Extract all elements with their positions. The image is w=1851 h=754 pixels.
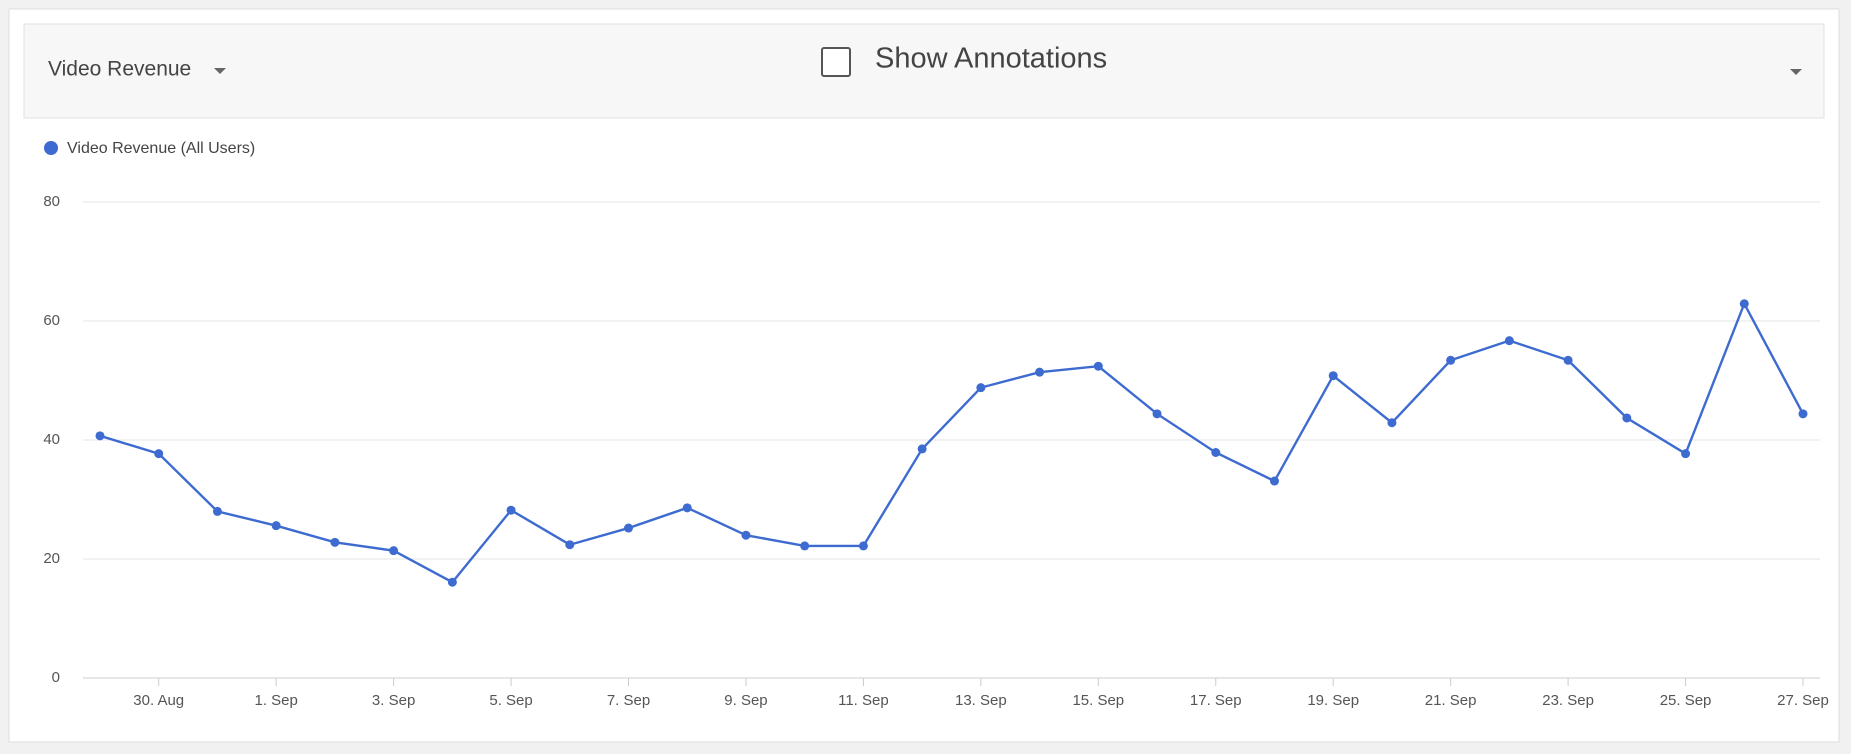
x-tick-label: 7. Sep	[607, 692, 650, 709]
data-point	[389, 546, 399, 556]
x-tick-label: 1. Sep	[254, 692, 297, 709]
data-point	[565, 540, 575, 550]
x-tick-label: 17. Sep	[1190, 692, 1242, 709]
data-point	[506, 505, 516, 515]
x-tick-label: 11. Sep	[838, 692, 889, 709]
data-point	[1681, 449, 1691, 459]
annotations-label[interactable]: Show Annotations	[875, 43, 1107, 75]
data-point	[1152, 409, 1162, 419]
data-point	[1387, 418, 1397, 428]
data-point	[95, 431, 105, 441]
x-tick-label: 15. Sep	[1072, 692, 1124, 709]
x-tick-label: 9. Sep	[724, 692, 767, 709]
dropdown-arrow[interactable]	[214, 68, 226, 74]
data-point	[1798, 409, 1808, 419]
data-point	[154, 449, 164, 459]
data-point	[1035, 367, 1045, 377]
header-bar	[23, 23, 1825, 119]
data-point	[1269, 476, 1279, 486]
data-point	[1504, 336, 1514, 346]
y-tick-label: 20	[43, 550, 60, 567]
y-tick-label: 80	[43, 193, 60, 210]
data-point	[1446, 355, 1456, 365]
data-point	[624, 523, 634, 533]
x-tick-label: 3. Sep	[372, 692, 415, 709]
checkbox[interactable]	[821, 47, 851, 77]
x-tick-label: 27. Sep	[1777, 692, 1829, 709]
data-point	[858, 541, 868, 551]
data-point	[1093, 361, 1103, 371]
x-tick-label: 23. Sep	[1542, 692, 1594, 709]
data-point	[917, 444, 927, 454]
card	[8, 8, 1840, 743]
data-point	[1739, 299, 1749, 309]
metric-dropdown[interactable]: Video Revenue	[48, 58, 191, 81]
legend-label: Video Revenue (All Users)	[67, 140, 255, 157]
legend-marker	[44, 141, 58, 155]
x-tick-label: 21. Sep	[1425, 692, 1477, 709]
data-point	[800, 541, 810, 551]
series-line	[99, 300, 1805, 584]
data-point	[212, 506, 222, 516]
data-point	[1563, 355, 1573, 365]
data-point	[1211, 447, 1221, 457]
x-tick-label: 5. Sep	[489, 692, 532, 709]
data-point	[1622, 413, 1632, 423]
x-tick-label: 30. Aug	[133, 692, 184, 709]
menu-arrow[interactable]	[1790, 69, 1802, 75]
data-point	[447, 577, 457, 587]
x-tick-label: 13. Sep	[955, 692, 1007, 709]
x-tick-label: 19. Sep	[1307, 692, 1359, 709]
x-tick-label: 25. Sep	[1660, 692, 1712, 709]
y-tick-label: 40	[43, 431, 60, 448]
data-point	[682, 503, 692, 513]
data-point	[271, 521, 281, 531]
data-point	[1328, 371, 1338, 381]
y-tick-label: 0	[52, 669, 60, 686]
data-point	[741, 530, 751, 540]
data-point	[330, 537, 340, 547]
data-point	[976, 383, 986, 393]
y-tick-label: 60	[43, 312, 60, 329]
